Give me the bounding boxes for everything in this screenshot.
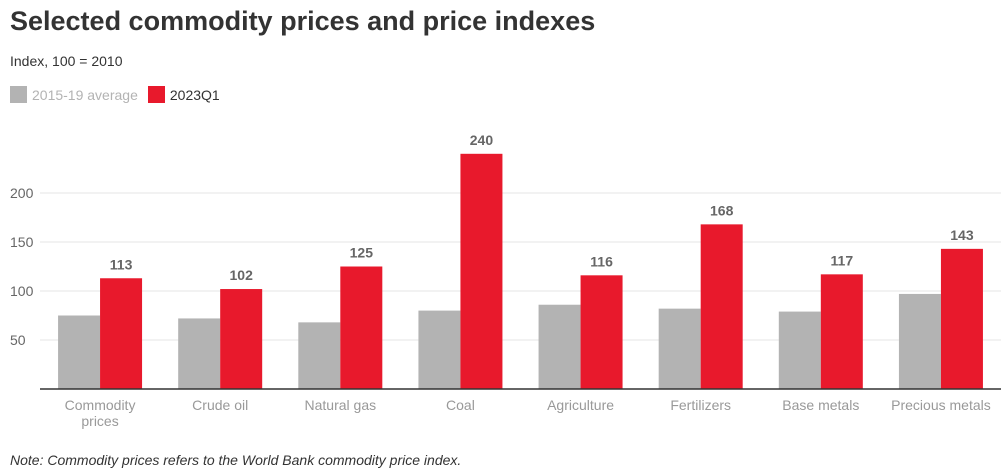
y-tick-label: 50 <box>10 332 26 348</box>
data-label: 116 <box>590 253 613 269</box>
x-tick-label: Base metals <box>782 397 859 413</box>
data-label: 125 <box>350 245 374 261</box>
chart-note: Note: Commodity prices refers to the Wor… <box>10 452 462 468</box>
bar-series-2[interactable] <box>460 153 503 389</box>
bar-series-1[interactable] <box>658 308 701 389</box>
y-tick-label: 100 <box>10 283 34 299</box>
x-tick-label: Natural gas <box>305 397 377 413</box>
x-tick-label: Crude oil <box>192 397 248 413</box>
data-label: 113 <box>110 256 133 272</box>
bar-series-2[interactable] <box>580 275 623 389</box>
y-tick-label: 150 <box>10 234 34 250</box>
x-tick-label: Agriculture <box>547 397 614 413</box>
data-label: 168 <box>710 202 734 218</box>
x-tick-label: Commodity prices <box>65 397 136 429</box>
bar-series-2[interactable] <box>700 224 743 389</box>
legend-item-series-2[interactable]: 2023Q1 <box>147 86 220 103</box>
legend-item-series-1[interactable]: 2015-19 average <box>10 86 138 103</box>
data-label: 117 <box>831 252 854 268</box>
bar-series-2[interactable] <box>940 248 983 389</box>
legend-label-series-1: 2015-19 average <box>32 86 138 103</box>
bar-series-2[interactable] <box>220 289 263 389</box>
legend-swatch-series-2 <box>147 86 165 103</box>
bar-series-2[interactable] <box>100 278 143 389</box>
legend-label-series-2: 2023Q1 <box>169 86 220 103</box>
bar-series-1[interactable] <box>178 318 221 389</box>
data-label: 143 <box>950 227 974 243</box>
bar-series-1[interactable] <box>778 311 821 389</box>
bar-series-1[interactable] <box>58 315 101 390</box>
bar-series-1[interactable] <box>898 293 941 389</box>
bar-series-2[interactable] <box>820 274 863 389</box>
bar-series-1[interactable] <box>418 310 461 389</box>
data-label: 240 <box>470 132 494 148</box>
x-tick-label: Fertilizers <box>670 397 731 413</box>
bar-series-1[interactable] <box>538 304 581 389</box>
x-tick-label: Precious metals <box>891 397 991 413</box>
chart-subtitle: Index, 100 = 2010 <box>10 53 123 69</box>
bar-series-1[interactable] <box>298 322 341 389</box>
x-tick-label: Coal <box>446 397 475 413</box>
legend: 2015-19 average 2023Q1 <box>10 86 230 103</box>
chart-title: Selected commodity prices and price inde… <box>10 6 596 36</box>
data-label: 102 <box>230 267 254 283</box>
y-tick-label: 200 <box>10 185 34 201</box>
legend-swatch-series-1 <box>10 86 27 103</box>
bar-series-2[interactable] <box>340 266 383 390</box>
